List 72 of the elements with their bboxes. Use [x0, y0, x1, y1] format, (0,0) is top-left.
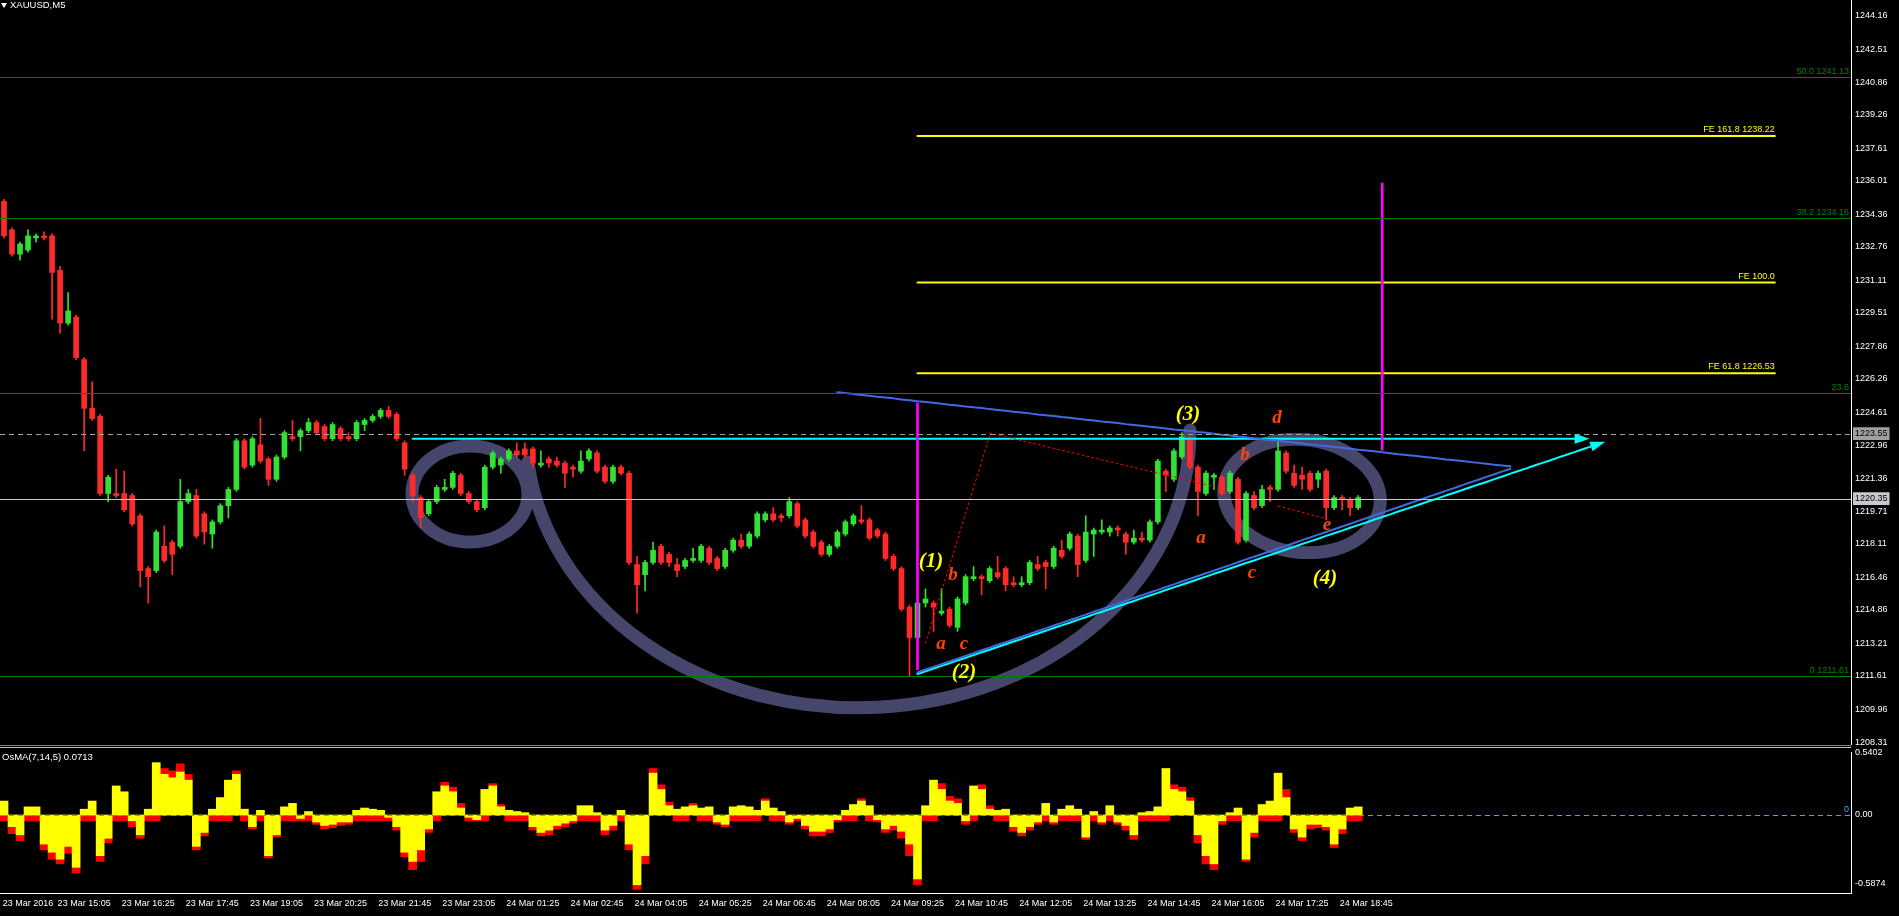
- ref-line-label: 0: [1843, 804, 1849, 815]
- x-tick-label: 24 Mar 04:05: [634, 897, 688, 908]
- y-tick-label: 1229.51: [1855, 307, 1888, 318]
- y-tick-label: 1226.26: [1855, 373, 1888, 384]
- series-label: FE 161.8 1238.22: [1703, 124, 1775, 135]
- annotation: b: [948, 562, 958, 584]
- y-tick-label: 1234.36: [1855, 208, 1888, 219]
- series-label: FE 61.8 1226.53: [1708, 361, 1775, 372]
- x-tick-label: 23 Mar 17:45: [185, 897, 239, 908]
- annotation: (1): [918, 548, 944, 573]
- chart-title: OsMA(7,14,5) 0.0713: [2, 751, 93, 763]
- annotation: (4): [1312, 565, 1338, 590]
- x-tick-label: 24 Mar 17:25: [1275, 897, 1329, 908]
- annotation: b: [1240, 442, 1250, 464]
- annotation: a: [936, 631, 947, 653]
- ref-line-label: 0 1211.61: [1809, 665, 1849, 676]
- y-tick-label: 1219.71: [1855, 506, 1888, 517]
- y-tick-label: 0.00: [1855, 809, 1873, 820]
- x-tick-label: 24 Mar 14:45: [1147, 897, 1201, 908]
- annotation: d: [1272, 405, 1283, 427]
- x-tick-label: 23 Mar 21:45: [378, 897, 432, 908]
- y-tick-label: 1220.35: [1855, 493, 1888, 504]
- annotation: (3): [1175, 401, 1201, 426]
- y-tick-label: 1211.61: [1855, 670, 1887, 681]
- x-tick-label: 24 Mar 08:05: [826, 897, 880, 908]
- y-tick-label: 1224.61: [1855, 406, 1888, 417]
- y-tick-label: 1209.96: [1855, 703, 1888, 714]
- x-tick-label: 24 Mar 18:45: [1339, 897, 1393, 908]
- annotation: 23.6: [1831, 381, 1849, 392]
- x-tick-label: 23 Mar 2016: [2, 897, 54, 908]
- y-tick-label: 1239.26: [1855, 109, 1888, 120]
- y-tick-label: 1218.11: [1855, 538, 1887, 549]
- x-tick-label: 24 Mar 05:25: [698, 897, 752, 908]
- x-tick-label: 24 Mar 12:05: [1019, 897, 1073, 908]
- y-tick-label: 1236.01: [1855, 175, 1888, 186]
- y-tick-label: 0.5402: [1855, 746, 1883, 757]
- y-tick-label: -0.5874: [1855, 877, 1886, 888]
- y-tick-label: 1244.16: [1855, 10, 1888, 21]
- x-tick-label: 23 Mar 20:25: [314, 897, 368, 908]
- x-tick-label: 24 Mar 09:25: [890, 897, 945, 908]
- annotation: e: [1322, 512, 1332, 534]
- y-tick-label: 1227.86: [1855, 340, 1888, 351]
- x-tick-label: 24 Mar 13:25: [1083, 897, 1137, 908]
- annotation: c: [1247, 560, 1257, 582]
- y-tick-label: 1240.86: [1855, 77, 1888, 88]
- x-tick-label: 23 Mar 19:05: [249, 897, 303, 908]
- annotation: (2): [951, 659, 977, 684]
- y-tick-label: 1242.51: [1855, 43, 1888, 54]
- series-label: FE 100.0: [1738, 270, 1775, 281]
- ref-line-label: 38.2 1234.16: [1796, 207, 1849, 218]
- annotation: a: [1196, 525, 1207, 547]
- y-tick-label: 1232.76: [1855, 241, 1888, 252]
- x-tick-label: 23 Mar 23:05: [442, 897, 496, 908]
- y-tick-label: 1216.46: [1855, 571, 1888, 582]
- y-tick-label: 1237.61: [1855, 142, 1888, 153]
- x-tick-label: 24 Mar 10:45: [955, 897, 1009, 908]
- y-tick-label: 1222.96: [1855, 440, 1888, 451]
- y-tick-label: 1214.86: [1855, 604, 1888, 615]
- y-tick-label: 1208.31: [1855, 737, 1888, 748]
- x-tick-label: 24 Mar 01:25: [506, 897, 560, 908]
- ref-line-label: 50.0 1241.13: [1796, 66, 1849, 77]
- x-tick-label: 23 Mar 16:25: [121, 897, 175, 908]
- x-tick-label: 24 Mar 16:05: [1211, 897, 1265, 908]
- y-tick-label: 1231.11: [1855, 274, 1887, 285]
- x-tick-label: 24 Mar 06:45: [762, 897, 816, 908]
- y-tick-label: 1221.36: [1855, 472, 1888, 483]
- chart-title: XAUUSD,M5: [10, 0, 66, 11]
- y-tick-label: 1223.55: [1855, 428, 1888, 439]
- y-tick-label: 1213.21: [1855, 637, 1888, 648]
- annotation: c: [959, 631, 969, 653]
- x-tick-label: 23 Mar 15:05: [57, 897, 111, 908]
- x-tick-label: 24 Mar 02:45: [570, 897, 624, 908]
